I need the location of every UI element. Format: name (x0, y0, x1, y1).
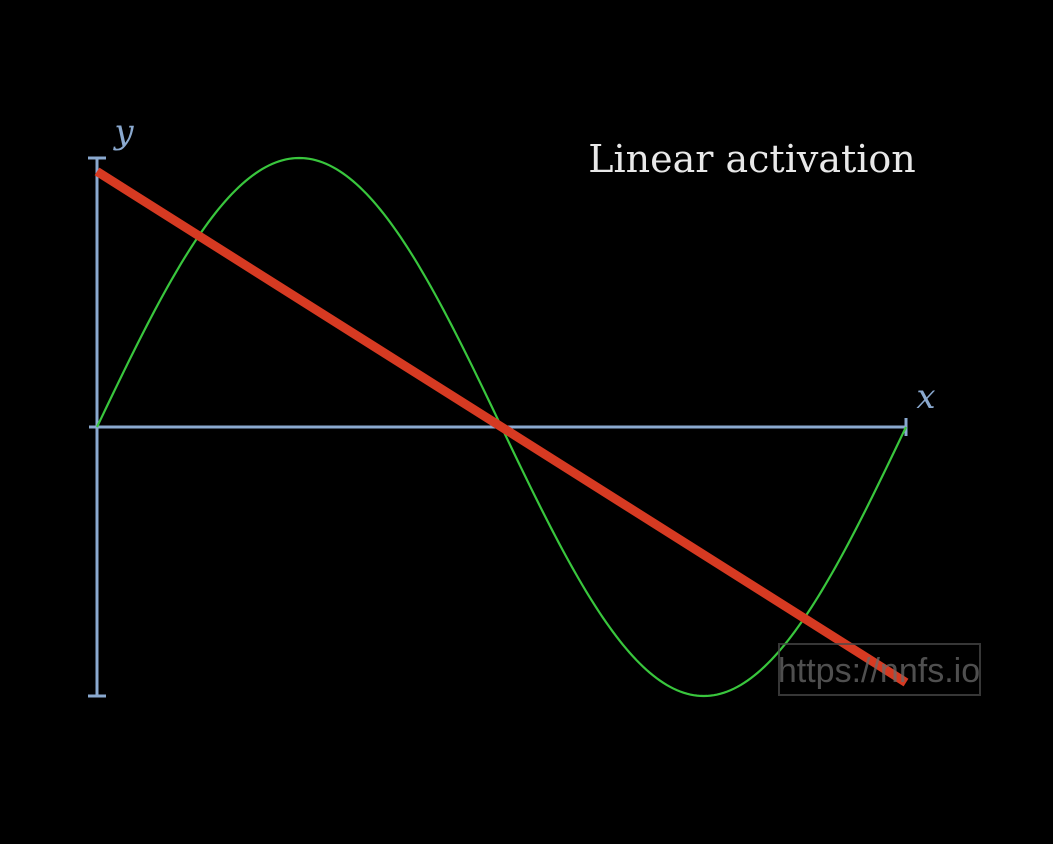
watermark: https://nnfs.io (778, 643, 981, 696)
linear-activation-line (94, 167, 909, 687)
watermark-text: https://nnfs.io (778, 652, 980, 690)
y-axis-label: y (112, 112, 134, 152)
series-layer (94, 156, 909, 698)
chart-title: Linear activation (588, 137, 916, 181)
watermark-box (778, 643, 981, 696)
x-axis-label: x (916, 377, 935, 417)
